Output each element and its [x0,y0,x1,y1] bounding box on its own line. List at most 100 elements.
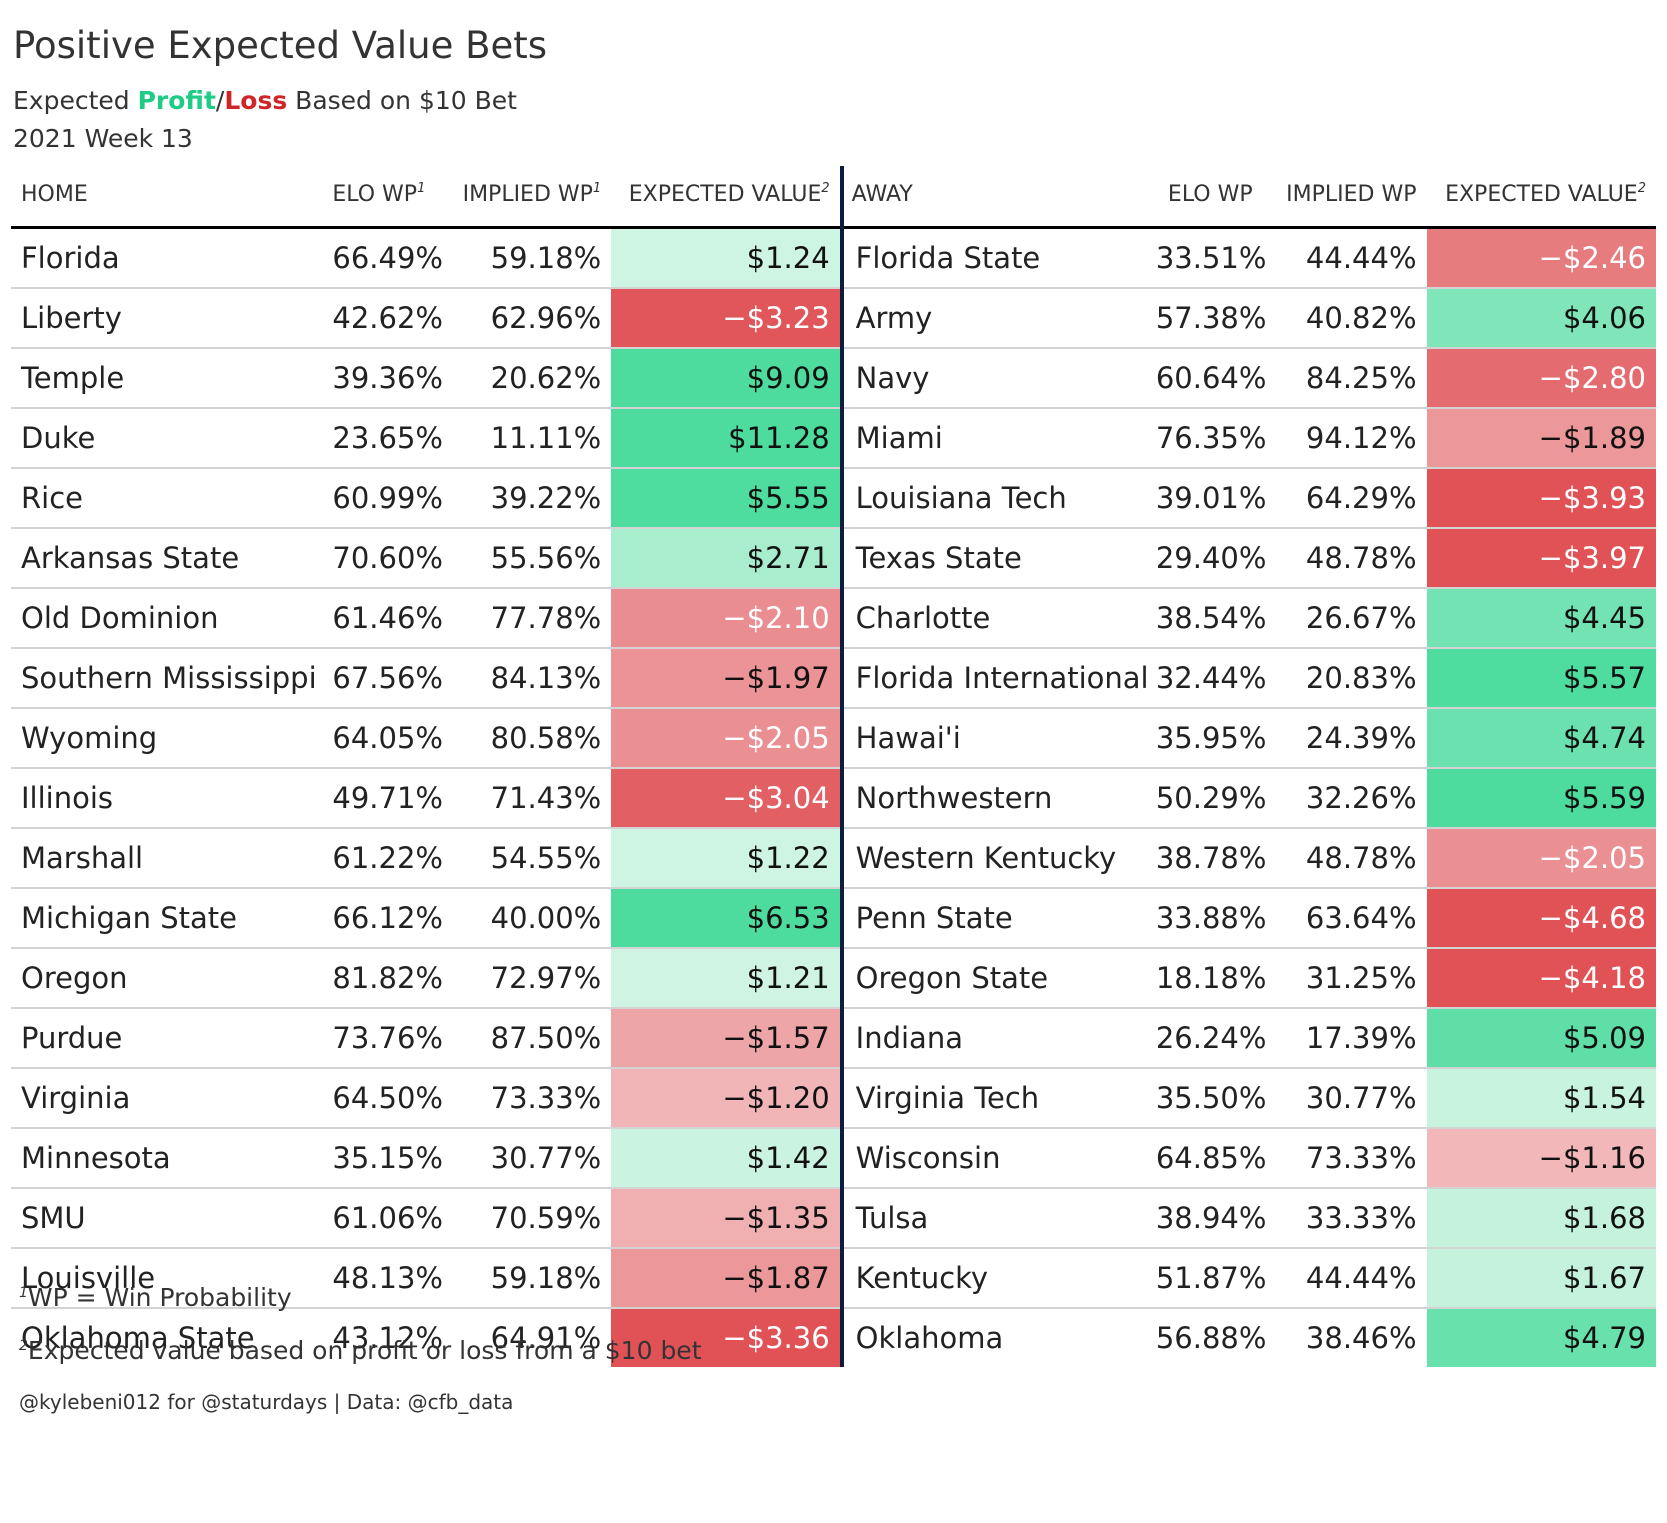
week-label: 2021 Week 13 [13,124,193,153]
home-implied-wp-cell: 64.91% [490,1321,602,1355]
away-expected-value-cell: −$1.16 [1426,1128,1656,1189]
footnote-mark: 2 [1637,181,1646,196]
table-row: SMU 61.06% 70.59% −$1.35 Tulsa 38.94% 33.33% $1… [11,1188,1656,1249]
away-elo-wp-cell: 26.24% [1145,1008,1266,1069]
away-elo-wp-cell: 64.85% [1145,1128,1266,1189]
home-expected-value-cell: −$1.35 [611,1188,842,1249]
home-team-cell: Old Dominion [11,588,323,649]
home-implied-wp-cell: 55.56% [435,528,612,589]
header-away: AWAY [839,166,1146,229]
home-expected-value-cell: $6.53 [611,888,842,949]
footnote-mark: 2 [821,181,830,196]
away-team-cell: Oklahoma [839,1308,1146,1367]
home-elo-wp-cell: 39.36% [322,348,443,409]
away-team-cell: Indiana [839,1008,1146,1069]
ev-table: HOME ELO WP1 IMPLIED WP1 EXPECTED VALUE2… [11,166,1656,1367]
away-expected-value-cell: −$3.97 [1426,528,1656,589]
home-team-cell: Oklahoma State [21,1321,255,1355]
away-team-cell: Miami [839,408,1146,469]
away-elo-wp-cell: 38.54% [1145,588,1266,649]
header-elo-wp: ELO WP1 [322,166,436,229]
away-elo-wp-cell: 50.29% [1145,768,1266,829]
home-expected-value-cell: −$1.20 [611,1068,842,1129]
away-elo-wp-cell: 29.40% [1145,528,1266,589]
home-expected-value-cell: −$3.36 [611,1308,842,1367]
away-elo-wp-cell: 51.87% [1145,1248,1266,1309]
home-expected-value-cell: −$3.04 [611,768,842,829]
away-team-cell: Florida State [839,227,1146,289]
away-implied-wp-cell: 24.39% [1262,708,1427,769]
home-team-cell: Louisville [11,1248,323,1309]
header-implied-wp: IMPLIED WP1 [435,166,612,229]
away-elo-wp-cell: 60.64% [1145,348,1266,409]
home-team-cell: Oregon [11,948,323,1009]
home-expected-value-cell: $1.24 [611,227,842,289]
away-expected-value-cell: −$1.89 [1426,408,1656,469]
home-team-cell: Arkansas State [11,528,323,589]
footnote-2-mark: 2 [19,1338,28,1354]
away-implied-wp-cell: 40.82% [1262,288,1427,349]
footnote-1: 1WP = Win Probability [19,1283,292,1312]
home-team-cell: Liberty [11,288,323,349]
away-expected-value-cell: −$3.93 [1426,468,1656,529]
home-elo-wp-cell: 64.50% [322,1068,443,1129]
header-elo-wp-away: ELO WP [1145,166,1263,229]
home-team-cell: Wyoming [11,708,323,769]
home-implied-wp-cell: 84.13% [435,648,612,709]
away-expected-value-cell: $1.68 [1426,1188,1656,1249]
header-expected-value: EXPECTED VALUE2 [611,166,842,229]
home-elo-wp-cell: 66.49% [322,227,443,289]
away-implied-wp-cell: 30.77% [1262,1068,1427,1129]
header-implied-wp-away: IMPLIED WP [1262,166,1427,229]
home-expected-value-cell: $1.22 [611,828,842,889]
home-team-cell: Illinois [11,768,323,829]
header-row: HOME ELO WP1 IMPLIED WP1 EXPECTED VALUE2… [11,166,1656,229]
home-team-cell: Florida [11,227,323,289]
home-expected-value-cell: −$1.97 [611,648,842,709]
away-elo-wp-cell: 33.51% [1145,227,1266,289]
home-implied-wp-cell: 54.55% [435,828,612,889]
home-implied-wp-cell: 62.96% [435,288,612,349]
table-row: Purdue 73.76% 87.50% −$1.57 Indiana 26.24% 17.… [11,1008,1656,1069]
home-implied-wp-cell: 80.58% [435,708,612,769]
away-implied-wp-cell: 17.39% [1262,1008,1427,1069]
home-expected-value-cell: −$3.23 [611,288,842,349]
away-team-cell: Florida International [839,648,1149,709]
home-team-cell: Southern Mississippi [11,648,323,709]
away-elo-wp-cell: 39.01% [1145,468,1266,529]
subtitle-profit: Profit [137,86,216,115]
footnote-1-text: WP = Win Probability [27,1283,292,1312]
away-elo-wp-cell: 38.94% [1145,1188,1266,1249]
away-implied-wp-cell: 48.78% [1262,828,1427,889]
away-elo-wp-cell: 18.18% [1145,948,1266,1009]
home-implied-wp-cell: 73.33% [435,1068,612,1129]
footnote-2-text: Expected value based on profit or loss f… [27,1336,702,1365]
home-implied-wp-cell: 59.18% [435,1248,612,1309]
away-elo-wp-cell: 76.35% [1145,408,1266,469]
away-implied-wp-cell: 63.64% [1262,888,1427,949]
away-team-cell: Wisconsin [839,1128,1146,1189]
away-expected-value-cell: $5.59 [1426,768,1656,829]
footnote-mark: 1 [417,181,426,196]
home-elo-wp-cell: 81.82% [322,948,443,1009]
away-elo-wp-cell: 33.88% [1145,888,1266,949]
away-elo-wp-cell: 56.88% [1155,1321,1267,1355]
home-implied-wp-cell: 87.50% [435,1008,612,1069]
away-elo-wp-cell: 35.95% [1145,708,1266,769]
home-team-cell: Rice [11,468,323,529]
footnote-mark: 1 [592,181,602,196]
away-implied-wp-cell: 64.29% [1262,468,1427,529]
away-team-cell: Kentucky [839,1248,1146,1309]
home-team-cell: Duke [11,408,323,469]
home-elo-wp-cell: 49.71% [322,768,443,829]
table-row: Duke 23.65% 11.11% $11.28 Miami 76.35% 94.12% −… [11,408,1656,469]
home-expected-value-cell: $9.09 [611,348,842,409]
home-implied-wp-cell: 70.59% [435,1188,612,1249]
subtitle-suffix: Based on $10 Bet [287,86,517,115]
table-row: Florida 66.49% 59.18% $1.24 Florida State 33.… [11,227,1656,289]
away-expected-value-cell: $1.67 [1426,1248,1656,1309]
subtitle-slash: / [215,86,225,115]
home-elo-wp-cell: 48.13% [322,1248,443,1309]
away-implied-wp-cell: 38.46% [1305,1321,1417,1355]
home-expected-value-cell: $5.55 [611,468,842,529]
